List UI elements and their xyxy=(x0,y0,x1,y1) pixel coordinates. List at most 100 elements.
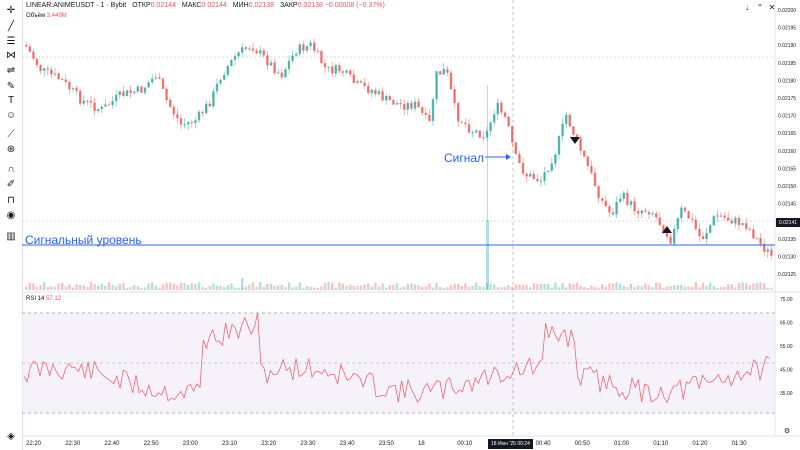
candle-body xyxy=(388,96,391,101)
trash-icon[interactable]: ▥ xyxy=(6,231,16,242)
time-tick-label: 00:50 xyxy=(575,441,591,447)
candle-body xyxy=(190,122,193,124)
candle-body xyxy=(431,99,435,121)
volume-bar xyxy=(568,283,571,290)
candle-body xyxy=(745,223,748,229)
candle-body xyxy=(125,90,129,97)
measure-icon[interactable]: ⇌ xyxy=(6,65,16,76)
rsi-legend: RSI 14 57.12 xyxy=(26,296,61,302)
eye-icon[interactable]: ◉ xyxy=(6,210,16,221)
candle-body xyxy=(521,163,525,174)
lock-drawing-icon[interactable]: ✐ xyxy=(6,179,16,190)
time-tick-label: 00:10 xyxy=(457,441,473,447)
close-icon[interactable]: ✕ xyxy=(768,2,776,12)
volume-bar xyxy=(712,286,715,290)
close-label: ЗАКР xyxy=(279,2,298,9)
symbol-title[interactable]: LINEAR:ANIMEUSDT · 1 · Bybit xyxy=(26,2,127,9)
zoom-icon[interactable]: ⊕ xyxy=(6,144,16,155)
signal-annotation[interactable]: Сигнал xyxy=(444,151,484,165)
candle-body xyxy=(194,120,197,123)
candle-body xyxy=(464,122,467,125)
rsi-tick-label: 35.00 xyxy=(780,391,793,397)
candle-body xyxy=(597,186,600,199)
candle-body xyxy=(165,88,168,101)
ruler-icon[interactable]: ⟋ xyxy=(7,129,15,140)
candle-body xyxy=(151,78,154,83)
volume-bar xyxy=(39,285,42,290)
volume-bar xyxy=(475,282,478,290)
candle-body xyxy=(561,123,564,137)
candle-body xyxy=(489,122,492,132)
buy-marker-icon xyxy=(662,226,672,233)
time-tick-label: 01:20 xyxy=(692,441,708,447)
candle-body xyxy=(208,103,211,107)
candle-body xyxy=(543,172,546,181)
candle-body xyxy=(334,65,337,74)
volume-bar xyxy=(176,285,179,290)
unlock-icon[interactable]: ⊓ xyxy=(7,195,15,206)
rsi-tick-label: 75.00 xyxy=(780,297,793,303)
candle-body xyxy=(748,228,751,230)
time-tick-label: 23:50 xyxy=(379,441,395,447)
candle-body xyxy=(640,210,643,214)
price-tick-label: 0.02135 xyxy=(778,237,796,243)
volume-bar xyxy=(727,284,730,290)
volume-bar xyxy=(259,282,262,290)
arrow-down-icon[interactable]: ↓ xyxy=(745,2,749,12)
emoji-icon[interactable]: ☺ xyxy=(5,110,17,121)
candle-body xyxy=(377,91,381,94)
volume-bar xyxy=(687,286,690,290)
volume-bar xyxy=(644,283,647,290)
candle-body xyxy=(338,65,341,72)
volume-bar xyxy=(75,284,78,290)
volume-bar xyxy=(428,283,431,290)
candle-body xyxy=(374,90,377,94)
volume-bar xyxy=(431,287,435,290)
brush-icon[interactable]: ✎ xyxy=(6,81,16,92)
candle-body xyxy=(694,219,697,229)
volume-bar xyxy=(241,287,244,290)
candle-body xyxy=(295,53,298,56)
volume-bar xyxy=(136,286,139,290)
candle-body xyxy=(359,81,363,83)
volume-bar xyxy=(205,287,208,290)
settings-gear-icon[interactable]: ⚙ xyxy=(783,428,791,435)
chevron-up-icon[interactable]: ⌃ xyxy=(756,2,764,12)
rsi-tick-label: 45.00 xyxy=(780,368,793,374)
candle-body xyxy=(86,100,89,102)
fib-icon[interactable]: ☰ xyxy=(6,36,16,47)
volume-bar xyxy=(187,284,190,290)
volume-bar xyxy=(543,283,546,290)
candle-body xyxy=(392,100,395,105)
candle-body xyxy=(417,101,420,108)
text-icon[interactable]: T xyxy=(7,95,15,106)
crosshair-icon[interactable]: ✛ xyxy=(6,5,16,16)
volume-bar xyxy=(496,287,499,290)
magnet-icon[interactable]: ∩ xyxy=(7,164,15,175)
candle-body xyxy=(349,70,352,75)
volume-bar xyxy=(327,282,330,290)
layers-icon[interactable]: ◈ xyxy=(7,431,15,442)
candle-body xyxy=(421,107,424,114)
candle-body xyxy=(57,73,60,80)
candle-body xyxy=(413,101,417,109)
volume-bar xyxy=(683,286,687,290)
candle-body xyxy=(737,217,741,225)
pattern-icon[interactable]: ⋈ xyxy=(6,50,16,61)
signal-level-annotation[interactable]: Сигнальный уровень xyxy=(25,233,142,247)
low-label: МИН xyxy=(232,2,249,9)
volume-bar xyxy=(593,287,597,290)
rsi-value: 57.12 xyxy=(46,296,62,302)
drawing-toolbar: ✛ ╱ ☰ ⋈ ⇌ ✎ T ☺ ⟋ ⊕ ∩ ✐ ⊓ ◉ ▥ ◈ xyxy=(0,0,23,450)
trend-line-icon[interactable]: ╱ xyxy=(7,21,15,32)
candle-body xyxy=(280,72,283,78)
candle-body xyxy=(75,88,78,91)
price-tick-label: 0.02160 xyxy=(778,149,796,155)
candle-body xyxy=(518,154,521,164)
volume-bar xyxy=(410,283,413,290)
candle-body xyxy=(410,103,413,109)
candle-body xyxy=(248,48,251,50)
volume-bar xyxy=(691,286,694,290)
candle-body xyxy=(601,198,604,201)
